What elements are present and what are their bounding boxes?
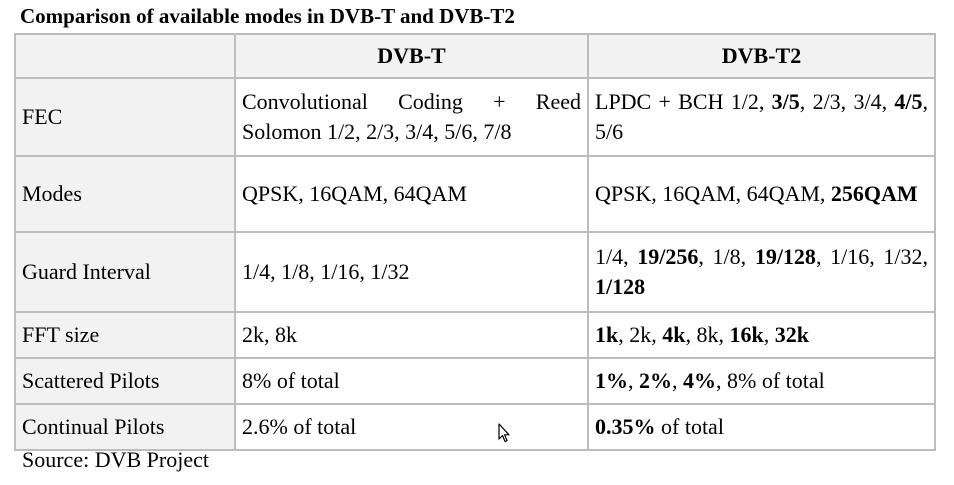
text-run: , 2k, [618, 322, 663, 347]
text-run: 1/4, [595, 244, 638, 269]
comparison-table: DVB-T DVB-T2 FEC Convolutional Coding + … [14, 33, 936, 451]
text-run: QPSK, 16QAM, 64QAM, [595, 181, 831, 206]
bold-value: 4/5 [894, 89, 923, 114]
bold-value: 0.35% [595, 414, 656, 439]
table-row: Scattered Pilots 8% of total 1%, 2%, 4%,… [14, 357, 936, 405]
bold-value: 16k [729, 322, 764, 347]
bold-value: 1/128 [595, 274, 646, 299]
table-header-row: DVB-T DVB-T2 [14, 33, 936, 79]
text-run: of total [655, 414, 724, 439]
cell-dvbt2-scattered-pilots: 1%, 2%, 4%, 8% of total [587, 357, 936, 405]
table-row: Guard Interval 1/4, 1/8, 1/16, 1/32 1/4,… [14, 231, 936, 313]
text-run: , [672, 368, 683, 393]
page-title: Comparison of available modes in DVB-T a… [20, 4, 515, 28]
bold-value: 1k [595, 322, 619, 347]
cell-dvbt2-modes: QPSK, 16QAM, 64QAM, 256QAM [587, 155, 936, 233]
mouse-pointer-icon [498, 423, 510, 443]
source-caption: Source: DVB Project [22, 447, 209, 472]
cell-dvbt-continual-pilots: 2.6% of total [234, 403, 589, 451]
bold-value: 3/5 [771, 89, 800, 114]
cell-dvbt2-fec: LPDC + BCH 1/2, 3/5, 2/3, 3/4, 4/5, 5/6 [587, 77, 936, 157]
text-run: , 1/8, [698, 244, 755, 269]
text-run: , [628, 368, 639, 393]
cell-dvbt-fec: Convolutional Coding + Reed Solomon 1/2,… [234, 77, 589, 157]
bold-value: 32k [774, 322, 809, 347]
table-row: Modes QPSK, 16QAM, 64QAM QPSK, 16QAM, 64… [14, 155, 936, 233]
header-dvbt: DVB-T [234, 33, 589, 79]
bold-value: 19/128 [754, 244, 816, 269]
text-run: , 8k, [685, 322, 730, 347]
header-dvbt2: DVB-T2 [587, 33, 936, 79]
bold-value: 4k [662, 322, 686, 347]
row-label-scattered-pilots: Scattered Pilots [14, 357, 236, 405]
bold-value: 4% [683, 368, 716, 393]
cell-dvbt-scattered-pilots: 8% of total [234, 357, 589, 405]
text-run: , 2/3, 3/4, [799, 89, 895, 114]
row-label-guard-interval: Guard Interval [14, 231, 236, 313]
cell-dvbt-modes: QPSK, 16QAM, 64QAM [234, 155, 589, 233]
table-row: FFT size 2k, 8k 1k, 2k, 4k, 8k, 16k, 32k [14, 311, 936, 359]
row-label-continual-pilots: Continual Pilots [14, 403, 236, 451]
cell-dvbt2-fft-size: 1k, 2k, 4k, 8k, 16k, 32k [587, 311, 936, 359]
bold-value: 1% [595, 368, 628, 393]
row-label-fft-size: FFT size [14, 311, 236, 359]
cell-dvbt-guard-interval: 1/4, 1/8, 1/16, 1/32 [234, 231, 589, 313]
row-label-fec: FEC [14, 77, 236, 157]
bold-value: 256QAM [830, 181, 918, 206]
cell-dvbt-fft-size: 2k, 8k [234, 311, 589, 359]
table-row: Continual Pilots 2.6% of total 0.35% of … [14, 403, 936, 451]
header-blank-cell [14, 33, 236, 79]
cell-dvbt2-continual-pilots: 0.35% of total [587, 403, 936, 451]
table-row: FEC Convolutional Coding + Reed Solomon … [14, 77, 936, 157]
bold-value: 2% [639, 368, 672, 393]
text-run: , 1/16, 1/32, [815, 244, 928, 269]
text-run: LPDC + BCH 1/2, [595, 89, 772, 114]
text-run: , 8% of total [716, 368, 825, 393]
row-label-modes: Modes [14, 155, 236, 233]
text-run: , 5/6 [595, 89, 928, 144]
bold-value: 19/256 [637, 244, 699, 269]
cell-dvbt2-guard-interval: 1/4, 19/256, 1/8, 19/128, 1/16, 1/32, 1/… [587, 231, 936, 313]
text-run: , [763, 322, 775, 347]
